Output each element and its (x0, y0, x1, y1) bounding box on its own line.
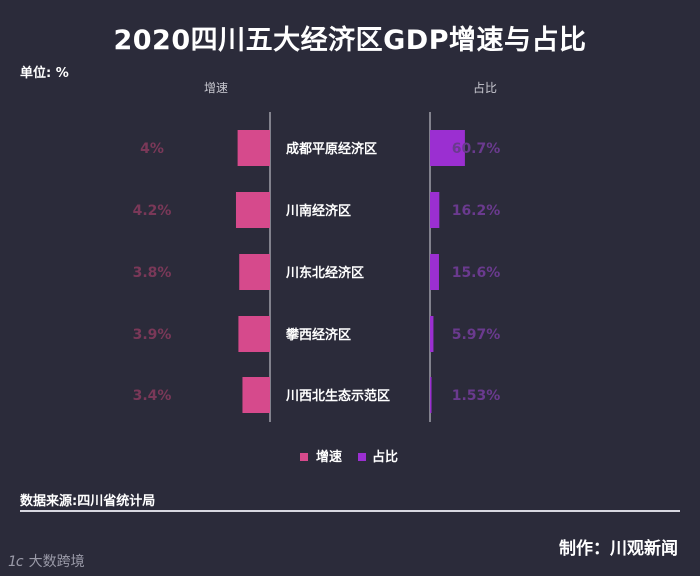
growth-value-label: 4.2% (133, 203, 172, 219)
legend-growth-swatch (300, 453, 308, 461)
maker-credit: 制作：川观新闻 (559, 539, 678, 559)
category-label: 川东北经济区 (285, 265, 364, 281)
share-value-label: 60.7% (452, 141, 501, 157)
growth-bar (239, 254, 270, 290)
share-value-label: 1.53% (452, 388, 501, 404)
share-bar (430, 192, 440, 228)
legend-growth-label: 增速 (316, 449, 342, 465)
share-bar (430, 130, 465, 166)
logo-icon: 1ᴄ (8, 554, 24, 570)
share-value-label: 16.2% (452, 203, 501, 219)
legend-share-label: 占比 (372, 449, 398, 465)
share-value-label: 15.6% (452, 265, 501, 281)
logo-text: 大数跨境 (28, 554, 85, 570)
growth-value-label: 3.9% (133, 327, 172, 343)
share-bar (430, 316, 434, 352)
growth-bar (237, 130, 270, 166)
footer-divider (20, 510, 680, 512)
growth-bar (235, 192, 270, 228)
unit-label: 单位: % (20, 66, 69, 81)
category-label: 攀西经济区 (285, 327, 351, 343)
data-source: 数据来源:四川省统计局 (20, 494, 156, 509)
share-value-label: 5.97% (452, 327, 501, 343)
share-column-header: 占比 (473, 80, 497, 95)
growth-value-label: 3.8% (133, 265, 172, 281)
category-label: 成都平原经济区 (286, 141, 377, 157)
category-label: 川西北生态示范区 (285, 388, 390, 404)
growth-column-header: 增速 (204, 81, 228, 95)
share-bar (430, 254, 439, 290)
share-bar (430, 377, 432, 413)
growth-value-label: 4% (140, 141, 164, 157)
legend-share-swatch (358, 453, 366, 461)
growth-bar (242, 377, 270, 413)
category-label: 川南经济区 (285, 203, 351, 219)
brand-logo: 1ᴄ 大数跨境 (8, 551, 85, 571)
growth-value-label: 3.4% (133, 388, 172, 404)
chart-area: 增速 占比4% 成都平原经济区 60.7%4.2% 川南经济区 16.2%3.8% 川东北经… (133, 80, 501, 465)
growth-bar (238, 316, 270, 352)
chart-title: 2020四川五大经济区GDP增速与占比 (113, 25, 587, 56)
